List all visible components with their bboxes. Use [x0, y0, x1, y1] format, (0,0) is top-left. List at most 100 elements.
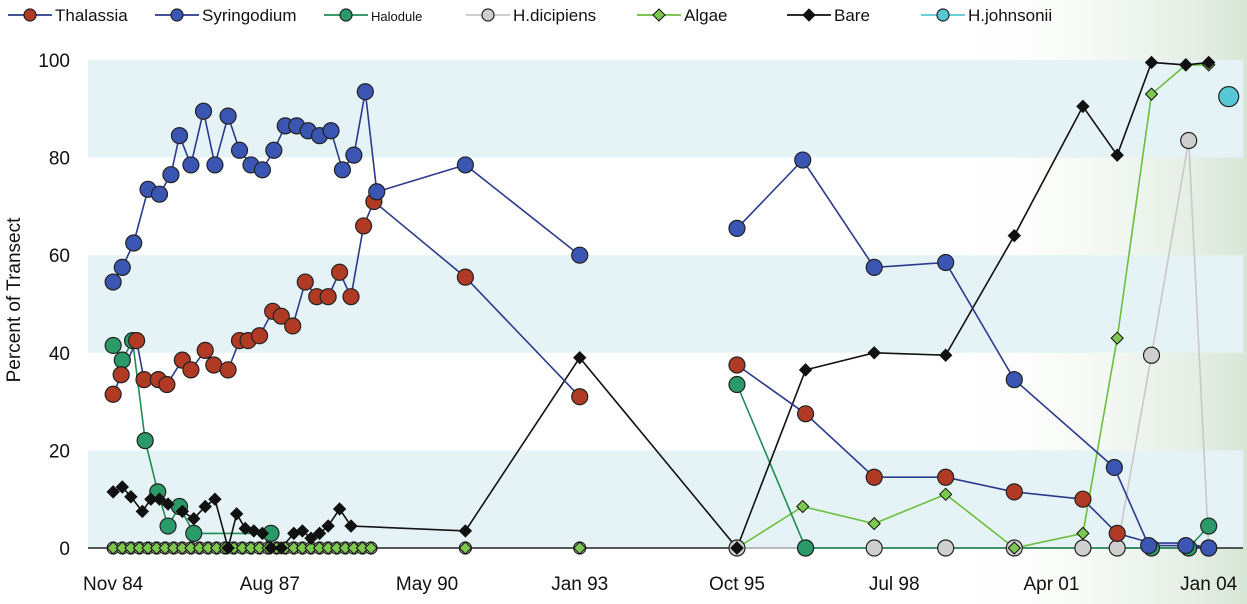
- x-tick-label: May 90: [396, 574, 458, 595]
- syringodium-marker: [113, 258, 131, 276]
- syringodium-marker: [219, 107, 237, 125]
- legend-marker: [339, 8, 353, 22]
- bare-marker: [332, 502, 347, 516]
- syringodium-marker: [794, 151, 812, 169]
- halodule-marker: [159, 517, 177, 535]
- bare-marker: [255, 526, 270, 541]
- thalassia-marker: [296, 273, 314, 291]
- bare-marker: [867, 346, 881, 360]
- legend-label: Thalassia: [55, 6, 128, 25]
- h-dicipiens-marker: [1074, 539, 1092, 557]
- algae-marker: [867, 516, 881, 531]
- legend: Thalassia Syringodium Halodule H.dicipiens A…: [8, 6, 1052, 25]
- y-tick-labels: 0 20 40 60 80 100: [38, 51, 70, 560]
- bare-marker: [458, 524, 473, 538]
- syringodium-marker: [162, 166, 180, 184]
- grid-band: [88, 60, 1243, 158]
- legend-marker: [481, 8, 495, 22]
- legend-item-syringodium: Syringodium: [155, 6, 297, 25]
- halodule-marker: [104, 336, 122, 355]
- algae-line: [736, 64, 1209, 549]
- syringodium-marker: [1177, 536, 1195, 555]
- legend-label: Halodule: [371, 9, 422, 24]
- algae-marker: [106, 541, 120, 555]
- y-tick-label: 80: [49, 149, 70, 170]
- thalassia-marker: [250, 327, 269, 345]
- syringodium-marker: [937, 253, 955, 272]
- bare-marker: [264, 541, 278, 555]
- syringodium-marker: [230, 141, 249, 159]
- thalassia-marker: [196, 341, 214, 359]
- bare-marker: [304, 531, 318, 545]
- algae-marker: [458, 541, 473, 555]
- legend-marker: [936, 8, 950, 22]
- thalassia-marker: [865, 468, 883, 486]
- legend-label: Algae: [684, 6, 727, 25]
- x-tick-label: Apr 01: [1023, 574, 1079, 595]
- thalassia-marker: [319, 288, 337, 306]
- legend-marker: [170, 8, 184, 22]
- bare-marker: [321, 519, 335, 533]
- halodule-marker: [728, 375, 746, 394]
- syringodium-marker: [1005, 371, 1023, 389]
- x-tick-label: Jul 98: [869, 574, 920, 595]
- syringodium-marker: [104, 273, 122, 291]
- bare-marker: [798, 363, 813, 377]
- halodule-marker: [796, 539, 815, 557]
- h-dicipiens-marker: [1180, 131, 1198, 150]
- halodule-marker: [185, 524, 203, 542]
- x-tick-label: Jan 93: [551, 574, 608, 595]
- x-tick-label: Aug 87: [240, 574, 300, 595]
- bare-marker: [1110, 148, 1124, 162]
- bare-marker: [208, 492, 222, 506]
- x-tick-label: Oct 95: [709, 574, 765, 595]
- thalassia-marker: [1005, 483, 1023, 501]
- bare-marker: [221, 541, 235, 555]
- thalassia-marker: [796, 405, 815, 423]
- thalassia-marker: [182, 361, 200, 379]
- bare-marker: [1076, 99, 1090, 114]
- legend-item-h-johnsonii: H.johnsonii: [921, 6, 1052, 25]
- bare-marker: [1179, 58, 1193, 72]
- bare-marker: [229, 507, 244, 521]
- legend-item-thalassia: Thalassia: [8, 6, 128, 25]
- legend-item-algae: Algae: [637, 6, 727, 25]
- thalassia-line: [736, 364, 1209, 549]
- y-tick-label: 100: [38, 51, 70, 72]
- bare-marker: [573, 350, 587, 365]
- thalassia-marker: [354, 217, 373, 235]
- legend-item-bare: Bare: [787, 6, 870, 25]
- legend-label: H.dicipiens: [513, 6, 596, 25]
- thalassia-marker: [112, 366, 130, 384]
- algae-marker: [938, 487, 953, 502]
- bare-marker: [106, 485, 120, 499]
- bare-marker: [730, 541, 744, 555]
- thalassia-marker: [1108, 524, 1126, 542]
- syringodium-marker: [253, 161, 271, 179]
- thalassia-marker: [728, 356, 746, 374]
- syringodium-marker: [356, 83, 374, 101]
- y-tick-label: 60: [49, 246, 70, 267]
- legend-label: H.johnsonii: [968, 6, 1052, 25]
- syringodium-marker: [571, 246, 589, 264]
- legend-item-halodule: Halodule: [324, 8, 422, 24]
- bare-marker: [152, 492, 167, 506]
- series-markers: [104, 55, 1240, 557]
- algae-marker: [573, 541, 587, 555]
- syringodium-marker: [206, 156, 224, 174]
- bare-marker: [274, 541, 288, 555]
- y-axis-label: Percent of Transect: [4, 217, 25, 382]
- thalassia-marker: [571, 388, 589, 406]
- legend-marker: [652, 8, 666, 22]
- h-dicipiens-marker: [937, 539, 955, 557]
- syringodium-marker: [1105, 458, 1123, 477]
- bare-marker: [938, 348, 953, 362]
- algae-marker: [1076, 526, 1090, 541]
- bare-marker: [1144, 55, 1159, 70]
- syringodium-marker: [345, 146, 363, 164]
- syringodium-marker: [368, 183, 386, 201]
- thalassia-marker: [135, 371, 153, 389]
- bare-marker: [247, 524, 261, 538]
- bare-marker: [187, 512, 201, 526]
